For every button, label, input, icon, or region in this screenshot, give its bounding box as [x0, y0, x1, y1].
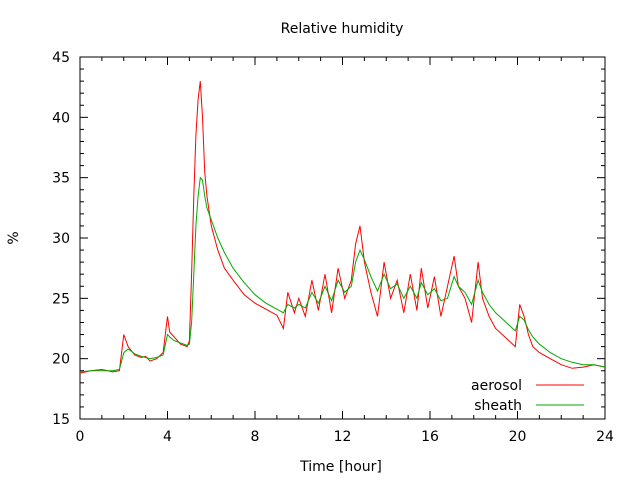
x-tick-label: 16 [421, 429, 439, 445]
y-tick-label: 35 [52, 171, 70, 187]
x-tick-label: 8 [251, 429, 260, 445]
y-tick-label: 15 [52, 412, 70, 428]
x-tick-label: 12 [334, 429, 352, 445]
x-tick-label: 24 [596, 429, 614, 445]
x-tick-label: 20 [509, 429, 527, 445]
y-tick-label: 20 [52, 352, 70, 368]
series-line-aerosol [79, 81, 606, 374]
series-lines [79, 81, 606, 374]
legend-label-aerosol: aerosol [471, 378, 522, 394]
y-tick-label: 40 [52, 110, 70, 126]
x-axis-label: Time [hour] [299, 459, 382, 475]
series-line-sheath [79, 176, 606, 373]
y-tick-label: 25 [52, 291, 70, 307]
axis-ticks [79, 56, 606, 420]
x-tick-label: 4 [163, 429, 172, 445]
legend: aerosol sheath [471, 378, 584, 414]
plot-frame [79, 56, 606, 420]
y-tick-label: 45 [52, 50, 70, 66]
chart-title: Relative humidity [281, 21, 404, 37]
x-tick-label: 0 [76, 429, 85, 445]
axis-tick-labels: 0 4 8 12 16 20 24 15 20 25 30 35 40 45 [52, 50, 614, 445]
y-tick-label: 30 [52, 231, 70, 247]
y-axis-label: % [6, 231, 22, 244]
legend-label-sheath: sheath [474, 398, 522, 414]
